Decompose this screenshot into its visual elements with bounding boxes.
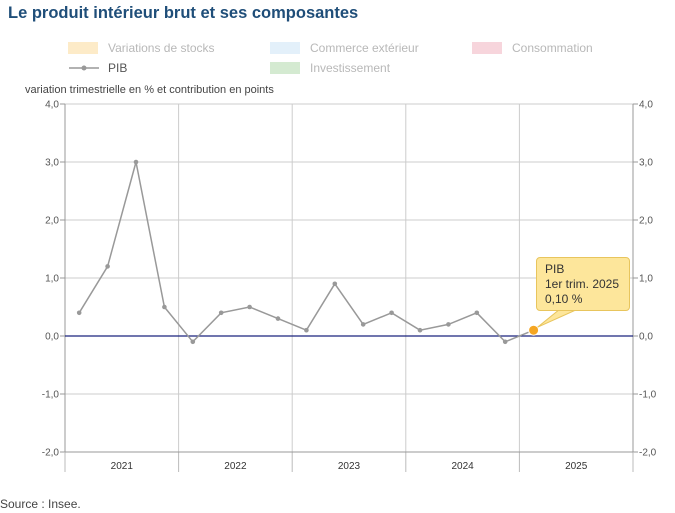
highlighted-point: [528, 324, 540, 336]
data-point-pib: [275, 316, 281, 321]
y-tick-label-right: 3,0: [639, 158, 653, 169]
tooltip-series: PIB: [545, 262, 565, 276]
data-point-pib: [105, 264, 110, 269]
source-note: Source : Insee.: [0, 497, 81, 511]
legend-swatch-consommation: [472, 42, 502, 54]
legend-swatch-stocks: [68, 42, 98, 54]
legend-label: Variations de stocks: [108, 41, 215, 55]
series-line-pib: [78, 161, 534, 343]
legend-line-pib: [69, 65, 99, 71]
y-tick-label-right: 0,0: [639, 332, 653, 343]
x-group-label: 2021: [111, 461, 134, 472]
chart-plot: -2,0 -2,0 -1,0 -1,0 0,0 0,0 1,0 1,0 2,0 2,0 3,0 3,0…: [42, 100, 657, 472]
y-tick-label-left: 2,0: [45, 216, 59, 227]
legend-swatch-commerce: [270, 42, 300, 54]
data-point-pib: [474, 310, 480, 316]
y-tick-label-right: 1,0: [639, 274, 653, 285]
legend-label: Consommation: [512, 41, 593, 55]
y-axis-title: variation trimestrielle en % et contribu…: [25, 84, 274, 96]
data-point-pib: [332, 281, 338, 287]
y-tick-label-left: 0,0: [45, 332, 59, 343]
data-point-pib: [417, 327, 423, 333]
legend-swatch-investissement: [270, 62, 300, 74]
y-tick-label-left: 1,0: [45, 274, 59, 285]
data-point-pib: [162, 304, 167, 310]
data-point-pib: [218, 310, 224, 316]
data-point-pib: [247, 304, 252, 310]
x-group-label: 2023: [338, 461, 361, 472]
data-point-pib: [360, 322, 366, 327]
chart-title: Le produit intérieur brut et ses composa…: [8, 4, 359, 22]
x-group-label: 2022: [224, 461, 247, 472]
x-group-label: 2025: [565, 461, 588, 472]
tooltip-value: 0,10 %: [545, 292, 583, 306]
tooltip-pointer: [537, 308, 579, 328]
data-point-pib: [389, 310, 394, 316]
y-tick-label-left: -2,0: [42, 448, 60, 459]
legend-label: Commerce extérieur: [310, 41, 419, 55]
data-point-pib: [190, 339, 196, 345]
y-tick-label-right: 4,0: [639, 100, 653, 111]
y-tick-label-right: 2,0: [639, 216, 653, 227]
data-point-pib: [304, 327, 309, 333]
data-point-pib: [502, 339, 508, 345]
data-point-pib: [76, 310, 82, 316]
data-point-pib: [133, 159, 139, 165]
y-tick-label-left: 3,0: [45, 158, 59, 169]
y-tick-label-right: -2,0: [639, 448, 657, 459]
tooltip-period: 1er trim. 2025: [545, 277, 620, 291]
data-point-pib: [446, 322, 451, 327]
y-tick-label-left: -1,0: [42, 390, 60, 401]
y-tick-label-right: -1,0: [639, 390, 657, 401]
y-tick-label-left: 4,0: [45, 100, 59, 111]
legend-label: PIB: [108, 61, 128, 75]
x-group-label: 2024: [451, 461, 474, 472]
data-tooltip: PIB 1er trim. 2025 0,10 %: [536, 257, 630, 311]
legend-label: Investissement: [310, 61, 391, 75]
